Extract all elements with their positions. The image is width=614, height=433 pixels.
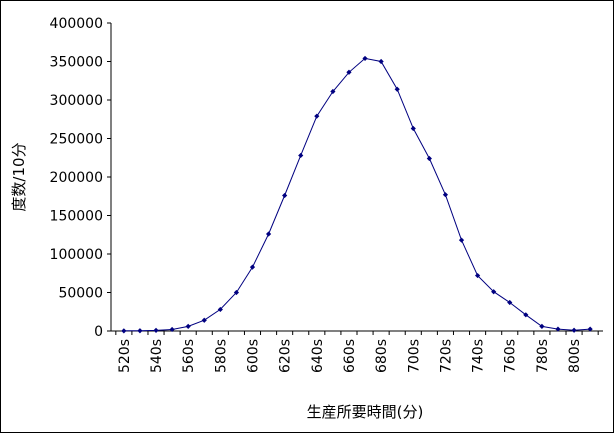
data-point xyxy=(314,113,320,119)
y-axis-title: 度数/10分 xyxy=(10,142,28,211)
data-point xyxy=(587,326,593,332)
data-point xyxy=(217,306,223,313)
x-tick-label: 640s xyxy=(310,339,326,373)
y-tick-label: 250000 xyxy=(50,132,103,148)
x-tick-label: 680s xyxy=(374,339,390,373)
data-point xyxy=(394,86,400,92)
series-layer xyxy=(121,55,593,334)
y-tick-label: 350000 xyxy=(50,55,103,71)
data-point xyxy=(298,152,304,159)
data-point xyxy=(555,326,561,332)
x-tick-label: 720s xyxy=(438,339,454,373)
x-tick-label: 520s xyxy=(117,339,133,373)
data-point xyxy=(410,125,416,132)
x-tick-label: 780s xyxy=(535,339,551,373)
data-point xyxy=(507,299,513,306)
y-tick-label: 0 xyxy=(94,324,103,340)
y-axis-ticks: 0 50000 100000 150000 200000 250000 300000 3500… xyxy=(50,16,111,340)
x-tick-label: 660s xyxy=(342,339,358,373)
x-tick-label: 800s xyxy=(567,339,583,373)
x-axis-ticks: 520s 540s 560s 580s 600s 620s 640s 660s 680s 700s… xyxy=(115,331,599,373)
data-point xyxy=(185,323,191,329)
x-tick-label: 740s xyxy=(471,339,487,373)
x-tick-label: 600s xyxy=(245,339,261,373)
x-tick-label: 700s xyxy=(406,339,422,373)
series-line xyxy=(123,57,591,332)
data-point xyxy=(249,264,256,270)
data-point xyxy=(362,55,368,62)
data-point xyxy=(474,272,481,279)
y-tick-label: 150000 xyxy=(50,209,103,225)
x-tick-label: 560s xyxy=(181,339,197,373)
data-point xyxy=(201,317,207,323)
data-point xyxy=(523,312,529,318)
x-tick-label: 620s xyxy=(278,339,294,373)
data-point xyxy=(426,155,432,162)
x-tick-label: 760s xyxy=(503,339,519,373)
data-point xyxy=(137,328,143,334)
data-point xyxy=(539,323,545,329)
data-point xyxy=(491,289,497,295)
data-point xyxy=(153,327,159,333)
data-point xyxy=(282,192,288,199)
y-tick-label: 50000 xyxy=(58,286,103,302)
data-point xyxy=(346,69,352,75)
y-tick-label: 300000 xyxy=(50,93,103,109)
data-point xyxy=(378,58,384,65)
data-point xyxy=(330,88,336,95)
x-tick-label: 540s xyxy=(149,339,165,373)
data-point xyxy=(571,327,577,333)
data-point xyxy=(233,289,240,296)
y-tick-label: 100000 xyxy=(50,247,103,263)
data-point xyxy=(121,328,127,334)
y-tick-label: 400000 xyxy=(50,16,103,32)
data-point xyxy=(265,231,272,237)
data-point xyxy=(169,326,175,333)
x-axis-title: 生産所要時間(分) xyxy=(307,403,424,421)
data-point xyxy=(458,237,465,243)
x-tick-label: 580s xyxy=(213,339,229,373)
data-point xyxy=(442,192,449,198)
y-tick-label: 200000 xyxy=(50,170,103,186)
